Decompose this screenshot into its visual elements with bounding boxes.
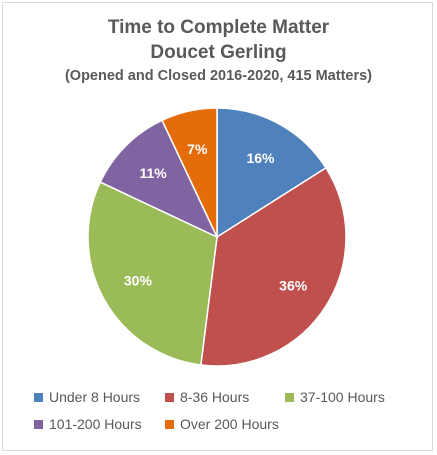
legend-item-over-200-hours: Over 200 Hours <box>165 416 279 432</box>
chart-title: Time to Complete Matter <box>107 17 330 38</box>
data-label-2: 30% <box>124 273 153 289</box>
legend-swatch <box>34 392 43 402</box>
legend-label: 101-200 Hours <box>49 416 142 432</box>
legend-item-37-100-hours: 37-100 Hours <box>285 389 385 405</box>
pie-slice-3 <box>99 119 219 239</box>
chart-subtitle-detail: (Opened and Closed 2016-2020, 415 Matter… <box>64 68 373 84</box>
data-label-1: 36% <box>279 277 308 293</box>
chart-legend: Under 8 Hours 8-36 Hours 37-100 Hours 10… <box>34 383 414 443</box>
legend-label: 37-100 Hours <box>300 389 385 405</box>
legend-label: Under 8 Hours <box>49 389 141 405</box>
legend-swatch <box>285 392 294 402</box>
pie-slice-4 <box>161 107 218 238</box>
pie-slice-2 <box>87 181 218 366</box>
legend-swatch <box>34 419 43 429</box>
data-label-4: 7% <box>187 141 208 157</box>
legend-swatch <box>165 392 174 402</box>
pie-slice-0 <box>216 107 327 239</box>
data-label-0: 16% <box>246 150 275 166</box>
legend-label: Over 200 Hours <box>180 416 279 432</box>
pie-slice-1 <box>199 166 347 367</box>
chart-subtitle: Doucet Gerling <box>150 42 287 63</box>
legend-item-8-36-hours: 8-36 Hours <box>165 389 249 405</box>
data-label-3: 11% <box>139 165 167 181</box>
legend-swatch <box>165 419 174 429</box>
legend-label: 8-36 Hours <box>180 389 250 405</box>
legend-item-under-8-hours: Under 8 Hours <box>34 389 140 405</box>
legend-item-101-200-hours: 101-200 Hours <box>34 416 142 432</box>
